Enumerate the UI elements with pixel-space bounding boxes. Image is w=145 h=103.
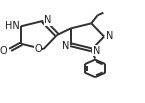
Text: N: N (106, 31, 114, 41)
Text: O: O (34, 44, 42, 54)
Text: N: N (44, 15, 51, 25)
Text: HN: HN (5, 21, 20, 31)
Text: N: N (93, 46, 100, 56)
Text: N: N (62, 41, 69, 51)
Text: O: O (0, 46, 7, 56)
